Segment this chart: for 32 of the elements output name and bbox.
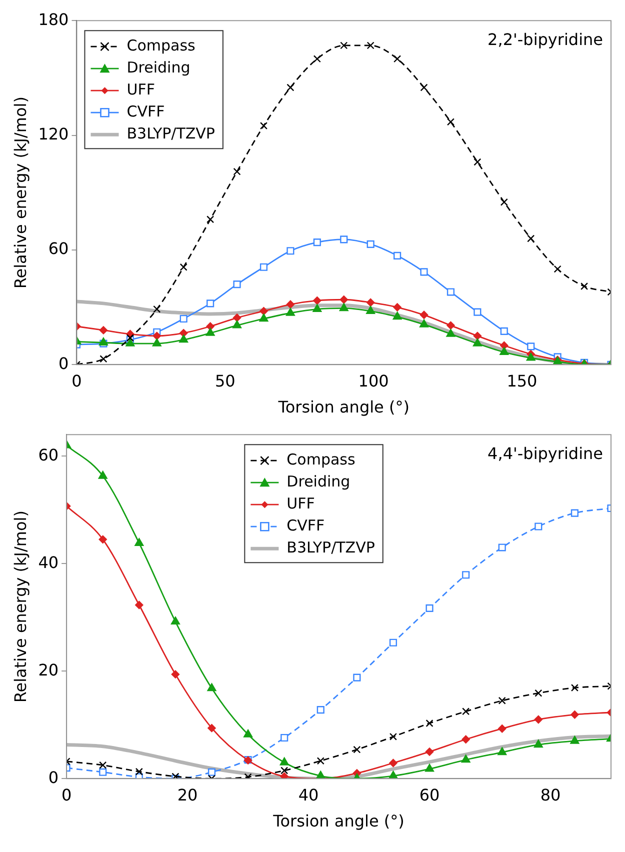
y-tick-label: 180 <box>38 10 69 29</box>
x-axis-title: Torsion angle (°) <box>277 398 410 417</box>
annotation: 2,2'-bipyridine <box>488 30 603 49</box>
legend-label: UFF <box>126 80 155 98</box>
x-tick-label: 100 <box>358 371 389 390</box>
legend-label: Dreiding <box>126 58 190 76</box>
legend-label: Compass <box>286 450 356 468</box>
y-tick-label: 40 <box>38 552 59 572</box>
legend-label: CVFF <box>126 102 165 120</box>
y-tick-label: 120 <box>38 124 69 144</box>
legend-label: Dreiding <box>286 472 350 490</box>
x-axis-title: Torsion angle (°) <box>272 812 404 831</box>
x-tick-label: 0 <box>72 371 82 390</box>
x-tick-label: 50 <box>214 371 236 390</box>
x-tick-label: 80 <box>540 785 561 804</box>
x-tick-label: 20 <box>177 785 198 804</box>
legend-label: Compass <box>126 36 196 54</box>
y-tick-label: 60 <box>48 239 69 258</box>
y-axis-title: Relative energy (kJ/mol) <box>10 510 30 703</box>
y-tick-label: 0 <box>58 354 69 373</box>
legend-label: B3LYP/TZVP <box>126 124 215 142</box>
x-tick-label: 60 <box>419 785 440 804</box>
legend-label: B3LYP/TZVP <box>286 538 375 556</box>
legend-label: UFF <box>286 494 315 512</box>
annotation: 4,4'-bipyridine <box>488 444 603 463</box>
x-tick-label: 40 <box>298 785 319 804</box>
y-tick-label: 60 <box>38 445 59 464</box>
y-tick-label: 20 <box>38 660 59 680</box>
x-tick-label: 150 <box>506 371 538 390</box>
y-axis-title: Relative energy (kJ/mol) <box>10 96 30 289</box>
y-tick-label: 0 <box>48 768 59 787</box>
legend-label: CVFF <box>286 516 325 534</box>
